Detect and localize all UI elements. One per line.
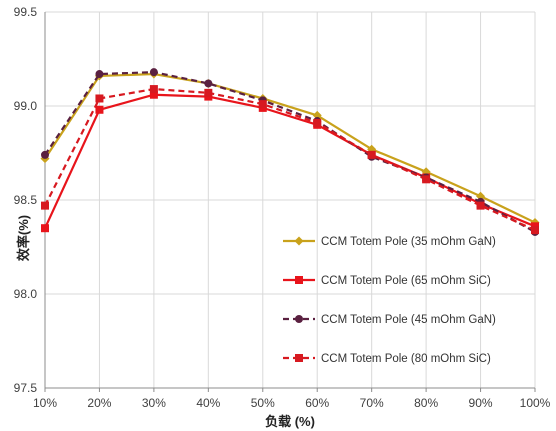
series-line <box>44 93 536 229</box>
data-point <box>149 90 158 99</box>
axes <box>44 12 536 392</box>
y-tick-label: 98.0 <box>14 287 38 301</box>
legend-item-4: CCM Totem Pole (80 mOhm SiC) <box>283 353 491 365</box>
y-tick-label: 99.5 <box>14 5 38 19</box>
data-point <box>41 224 49 233</box>
legend-marker <box>295 276 303 284</box>
y-tick-label: 97.5 <box>14 381 38 395</box>
data-point <box>41 150 49 159</box>
x-tick-label: 30% <box>142 396 166 410</box>
data-point <box>149 68 158 77</box>
data-point <box>367 150 376 159</box>
tick-labels: 97.5 98.0 98.5 99.0 99.5 10% 20% 30% 40% 50% 60% 70… <box>14 5 551 410</box>
data-point <box>476 191 486 201</box>
legend-marker <box>295 354 303 362</box>
series-line <box>44 87 536 232</box>
data-point <box>41 201 49 210</box>
x-tick-label: 90% <box>469 396 493 410</box>
series-line <box>44 71 536 233</box>
x-tick-label: 60% <box>305 396 329 410</box>
data-point <box>476 201 485 210</box>
series-line <box>44 72 536 224</box>
legend-item-2: CCM Totem Pole (65 mOhm SiC) <box>283 275 491 287</box>
x-tick-label: 100% <box>520 396 551 410</box>
series-4 <box>41 85 539 235</box>
data-point <box>312 110 322 120</box>
legend-marker <box>294 236 304 246</box>
legend-marker <box>295 315 303 323</box>
legend-item-1: CCM Totem Pole (35 mOhm GaN) <box>283 236 496 248</box>
y-tick-label: 98.5 <box>14 193 38 207</box>
data-point <box>95 105 104 114</box>
data-point <box>422 175 431 184</box>
series-lines <box>40 68 540 236</box>
legend-label: CCM Totem Pole (65 mOhm SiC) <box>321 275 491 287</box>
data-point <box>258 100 267 109</box>
data-point <box>204 79 213 88</box>
data-point <box>204 88 213 97</box>
data-point <box>313 118 322 127</box>
y-tick-label: 99.0 <box>14 99 38 113</box>
data-point <box>149 85 158 94</box>
data-point <box>95 94 104 103</box>
y-axis-label: 效率(%) <box>16 215 31 261</box>
data-point <box>95 70 104 79</box>
legend-item-3: CCM Totem Pole (45 mOhm GaN) <box>283 314 496 326</box>
x-tick-label: 20% <box>87 396 111 410</box>
data-point <box>531 226 539 235</box>
x-tick-label: 80% <box>414 396 438 410</box>
legend-label: CCM Totem Pole (80 mOhm SiC) <box>321 353 491 365</box>
x-tick-label: 40% <box>196 396 220 410</box>
x-tick-label: 50% <box>251 396 275 410</box>
legend-label: CCM Totem Pole (45 mOhm GaN) <box>321 314 496 326</box>
x-axis-label: 负载 (%) <box>265 414 315 429</box>
legend: CCM Totem Pole (35 mOhm GaN) CCM Totem Po… <box>283 236 496 365</box>
x-tick-label: 70% <box>360 396 384 410</box>
legend-label: CCM Totem Pole (35 mOhm GaN) <box>321 236 496 248</box>
x-tick-label: 10% <box>33 396 57 410</box>
